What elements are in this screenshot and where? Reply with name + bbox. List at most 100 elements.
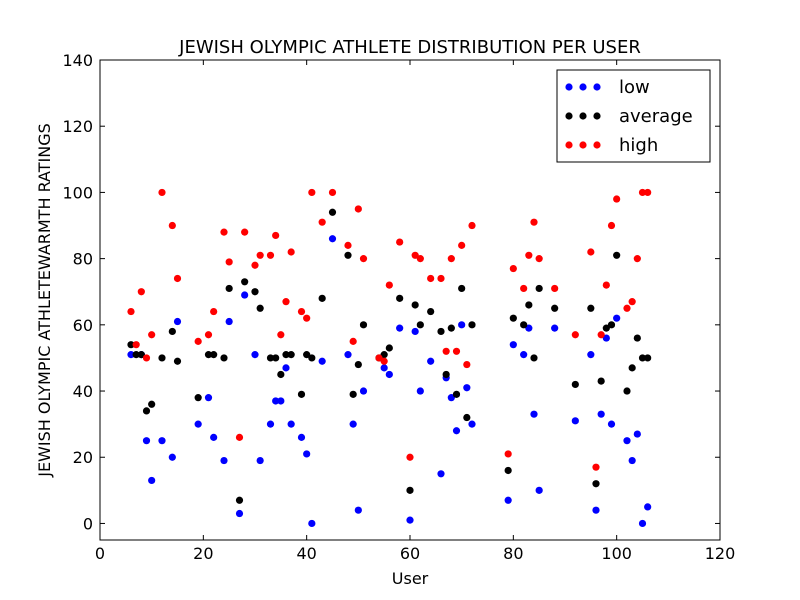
data-point-low [174, 318, 181, 325]
data-point-low [319, 358, 326, 365]
points-layer [127, 189, 651, 527]
data-point-average [448, 325, 455, 332]
data-point-high [525, 252, 532, 259]
data-point-high [592, 464, 599, 471]
data-point-low [158, 437, 165, 444]
legend-marker-average [579, 112, 586, 119]
data-point-average [350, 391, 357, 398]
y-tick-label: 100 [62, 183, 93, 202]
data-point-average [608, 321, 615, 328]
data-point-high [329, 189, 336, 196]
data-point-high [148, 331, 155, 338]
data-point-average [644, 354, 651, 361]
data-point-average [143, 407, 150, 414]
data-point-low [226, 318, 233, 325]
x-tick-label: 60 [400, 544, 420, 563]
data-point-average [174, 358, 181, 365]
data-point-high [613, 195, 620, 202]
data-point-high [520, 285, 527, 292]
data-point-average [437, 328, 444, 335]
data-point-high [437, 275, 444, 282]
legend-marker-average [593, 112, 600, 119]
data-point-low [634, 430, 641, 437]
data-point-average [427, 308, 434, 315]
legend-marker-high [565, 141, 572, 148]
data-point-average [572, 381, 579, 388]
x-tick-label: 0 [95, 544, 105, 563]
legend-marker-average [565, 112, 572, 119]
legend-label-low: low [619, 77, 650, 98]
data-point-high [236, 434, 243, 441]
data-point-low [308, 520, 315, 527]
data-point-high [381, 358, 388, 365]
data-point-low [195, 421, 202, 428]
data-point-average [226, 285, 233, 292]
data-point-low [530, 411, 537, 418]
data-point-low [551, 325, 558, 332]
legend-label-average: average [619, 106, 693, 127]
data-point-high [241, 229, 248, 236]
data-point-high [463, 361, 470, 368]
data-point-low [406, 517, 413, 524]
data-point-high [598, 331, 605, 338]
data-point-average [158, 354, 165, 361]
data-point-average [148, 401, 155, 408]
data-point-average [329, 209, 336, 216]
data-point-low [251, 351, 258, 358]
data-point-high [629, 298, 636, 305]
data-point-high [205, 331, 212, 338]
data-point-high [282, 298, 289, 305]
series-average [127, 209, 651, 504]
data-point-high [458, 242, 465, 249]
data-point-low [241, 291, 248, 298]
legend-marker-low [593, 83, 600, 90]
data-point-average [463, 414, 470, 421]
data-point-high [448, 255, 455, 262]
data-point-high [344, 242, 351, 249]
data-point-average [505, 467, 512, 474]
y-tick-label: 20 [73, 448, 93, 467]
data-point-low [536, 487, 543, 494]
data-point-average [510, 315, 517, 322]
data-point-average [406, 487, 413, 494]
data-point-high [210, 308, 217, 315]
legend-marker-high [593, 141, 600, 148]
data-point-high [251, 262, 258, 269]
data-point-average [277, 371, 284, 378]
data-point-high [308, 189, 315, 196]
data-point-low [427, 358, 434, 365]
data-point-high [257, 252, 264, 259]
data-point-high [453, 348, 460, 355]
data-point-high [406, 454, 413, 461]
data-point-low [639, 520, 646, 527]
data-point-average [458, 285, 465, 292]
data-point-high [386, 282, 393, 289]
data-point-low [598, 411, 605, 418]
data-point-low [417, 387, 424, 394]
data-point-average [468, 321, 475, 328]
data-point-high [396, 238, 403, 245]
data-point-low [350, 421, 357, 428]
data-point-high [143, 354, 150, 361]
data-point-high [355, 205, 362, 212]
data-point-low [453, 427, 460, 434]
data-point-low [623, 437, 630, 444]
data-point-average [344, 252, 351, 259]
data-point-low [298, 434, 305, 441]
data-point-average [195, 394, 202, 401]
x-axis-label: User [392, 569, 429, 588]
data-point-low [360, 387, 367, 394]
data-point-low [210, 434, 217, 441]
data-point-low [587, 351, 594, 358]
data-point-high [350, 338, 357, 345]
data-point-average [396, 295, 403, 302]
data-point-high [587, 248, 594, 255]
data-point-low [148, 477, 155, 484]
data-point-average [443, 371, 450, 378]
series-low [127, 235, 651, 527]
data-point-average [298, 391, 305, 398]
data-point-average [598, 378, 605, 385]
x-tick-label: 120 [705, 544, 736, 563]
x-tick-label: 100 [601, 544, 632, 563]
